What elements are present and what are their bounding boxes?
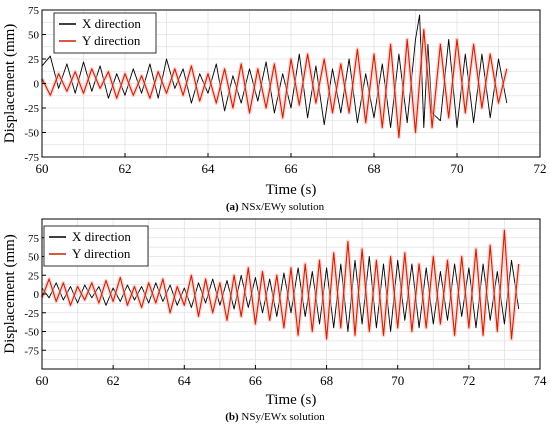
panel-b-legend-box: [43, 225, 149, 267]
panel-a-y-tick-label: -50: [24, 128, 39, 140]
panel-b-x-tick-label: 66: [249, 373, 263, 388]
chart-panel-a: 60 62 64 66 68 70 72 -75 -50 -25 0 25 50 75 Time (s) Di…: [2, 5, 547, 198]
panel-b-y-tick-label: -50: [24, 327, 39, 339]
panel-a-legend-label: Y direction: [82, 33, 141, 48]
panel-b-x-tick-label: 60: [36, 373, 49, 388]
caption-b-label: (b): [225, 411, 239, 423]
panel-a-series-y-direction-line: [41, 29, 508, 138]
panel-b-y-tick-label: 25: [28, 270, 40, 282]
caption-a-text: NSx/EWy solution: [241, 201, 325, 213]
panel-a-x-tick-label: 64: [202, 161, 216, 176]
panel-a-x-tick-label: 70: [451, 161, 464, 176]
panel-a-y-axis-label: Displacement (mm): [2, 24, 18, 144]
panel-b-series-y-direction-line: [41, 229, 520, 340]
panel-a-legend-box: [53, 12, 157, 54]
panel-b-x-tick-label: 74: [534, 373, 548, 388]
caption-b-text: NSy/EWx solution: [241, 411, 325, 423]
panel-a-x-tick-label: 72: [534, 161, 547, 176]
panel-b-legend-label: Y direction: [72, 246, 131, 261]
panel-b-y-tick-label: -75: [24, 345, 39, 357]
panel-b-x-tick-label: 62: [107, 373, 120, 388]
caption-b: (b) NSy/EWx solution: [0, 411, 550, 423]
panel-a-y-tick-label: 25: [28, 54, 40, 66]
panel-a-legend-label: X direction: [82, 16, 141, 31]
panel-b-x-tick-label: 64: [178, 373, 192, 388]
panel-b-y-tick-label: 50: [28, 252, 40, 264]
panel-b-x-tick-label: 68: [320, 373, 333, 388]
panel-a-y-tick-label: -25: [24, 103, 39, 115]
panel-a-x-tick-label: 62: [119, 161, 132, 176]
panel-b-y-tick-label: 0: [34, 289, 40, 301]
panel-a-x-tick-label: 68: [368, 161, 381, 176]
panel-a-series-x-direction-line: [41, 14, 508, 129]
caption-a: (a) NSx/EWy solution: [0, 201, 550, 213]
panel-a-y-tick-label: -75: [24, 152, 39, 164]
panel-b-legend-label: X direction: [72, 229, 131, 244]
panel-b-y-tick-label: -25: [24, 308, 39, 320]
panel-a-x-tick-label: 66: [285, 161, 299, 176]
panel-a-x-tick-label: 60: [36, 161, 49, 176]
panel-a-x-axis-label: Time (s): [266, 182, 317, 198]
panel-a-y-tick-label: 75: [28, 5, 40, 17]
panel-a-y-tick-label: 50: [28, 30, 40, 42]
panel-a-y-tick-label: 0: [34, 79, 40, 91]
panel-b-y-axis-label: Displacement (mm): [2, 234, 18, 354]
chart-panel-b: 60 62 64 66 68 70 72 74 -75 -50 -25 0 25 50 75 Time (s)…: [2, 218, 548, 408]
panel-b-y-tick-label: 75: [28, 233, 40, 245]
panel-b-x-tick-label: 72: [462, 373, 475, 388]
panel-b-x-axis-label: Time (s): [266, 392, 317, 408]
caption-a-label: (a): [225, 201, 239, 213]
panel-b-x-tick-label: 70: [391, 373, 404, 388]
